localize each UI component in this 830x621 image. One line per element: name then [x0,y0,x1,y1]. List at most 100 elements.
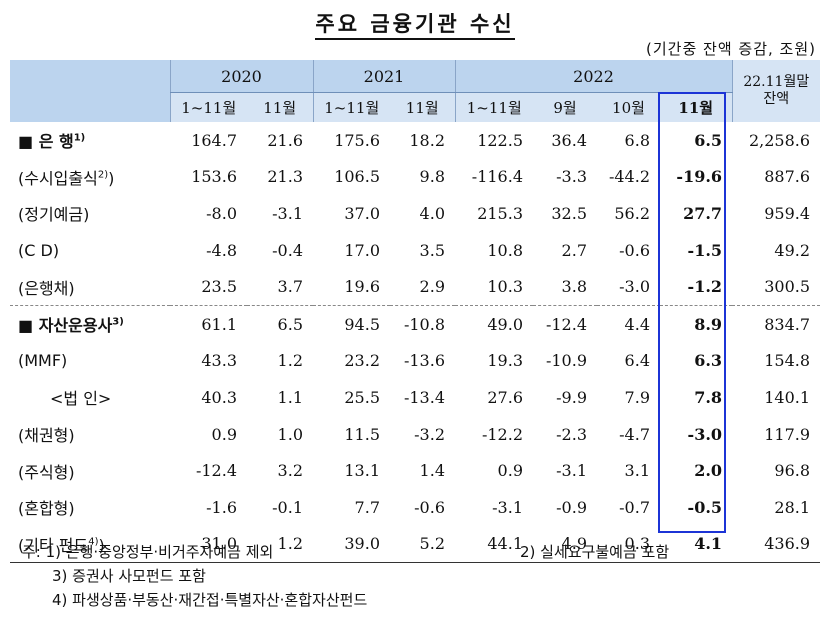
value-cell: -3.2 [414,424,445,444]
balance-cell: 959.4 [764,203,811,223]
value-cell: 1.2 [247,525,313,564]
value-cell: -4.7 [619,424,650,444]
row-label: (MMF) [18,351,68,371]
value-cell: 3.8 [561,277,587,297]
value-cell: 19.6 [344,277,380,297]
value-cell: -0.6 [619,240,650,260]
period-header: 1~11월 [312,92,390,122]
balance-cell: 300.5 [764,277,811,297]
value-cell: 61.1 [170,304,247,343]
balance-header-line2: 잔액 [763,91,790,107]
value-cell: 8.9 [660,304,733,343]
value-cell: -0.6 [414,497,445,517]
value-cell: -12.2 [481,424,523,444]
value-cell: 4.0 [419,203,445,223]
balance-cell: 154.8 [764,351,811,371]
value-cell: -3.3 [556,167,587,187]
value-cell: 1.4 [419,461,445,481]
value-cell: -0.1 [272,497,303,517]
period-header: 1~11월 [454,92,533,122]
value-cell: -0.9 [556,497,587,517]
value-cell: -19.6 [676,167,723,187]
value-cell: -12.4 [533,304,597,343]
value-cell: 36.4 [551,130,587,150]
value-cell: 31.0 [170,525,247,564]
value-cell: 10.8 [487,240,523,260]
value-cell: 39.0 [313,525,390,564]
year-2020-header: 2020 [169,60,313,93]
row-label: ■ 자산운용사3) [10,304,170,343]
value-cell: 215.3 [477,203,523,223]
value-cell: 7.9 [624,387,650,407]
value-cell: 44.1 [455,525,533,564]
value-cell: 11.5 [344,424,380,444]
balance-cell: 96.8 [774,461,811,481]
value-cell: 32.5 [551,203,587,223]
value-cell: 19.3 [487,351,523,371]
balance-header-line1: 22.11월말 [743,74,810,90]
footnote-prefix: 주: [22,543,41,561]
balance-cell: 2,258.6 [748,130,811,150]
table-row: (수시입출식2)) 153.6 21.3 106.5 9.8 -116.4 -3.3 -44.… [10,159,820,196]
balance-cell: 28.1 [774,497,811,517]
row-label: (정기예금) [18,205,90,225]
row-label: (은행채) [18,278,75,298]
value-cell: -1.6 [206,497,237,517]
value-cell: 0.9 [497,461,523,481]
table-title: 주요 금융기관 수신 [0,8,830,40]
value-cell: 6.4 [624,351,650,371]
row-label: (주식형) [18,462,75,482]
value-cell: -3.0 [619,277,650,297]
value-cell: 27.7 [683,203,723,223]
value-cell: -8.0 [206,203,237,223]
value-cell: -3.0 [687,424,723,444]
period-header: 1~11월 [169,92,247,122]
value-cell: 17.0 [344,240,380,260]
footnote-1: 1) 은행·중앙정부·비거주자예금 제외 [45,543,274,561]
table-row: (채권형) 0.9 1.0 11.5 -3.2 -12.2 -2.3 -4.7 -3.0 117.… [10,416,820,453]
table-row: (은행채) 23.5 3.7 19.6 2.9 10.3 3.8 -3.0 -1.2 300.5 [10,268,820,305]
value-cell: 3.2 [277,461,303,481]
value-cell: 2.7 [561,240,587,260]
value-cell: 4.1 [660,525,733,564]
period-header: 11월 [247,92,313,122]
value-cell: -44.2 [608,167,650,187]
value-cell: 23.5 [201,277,237,297]
value-cell: 1.0 [277,424,303,444]
value-cell: 2.0 [694,461,723,481]
table-row: (혼합형) -1.6 -0.1 7.7 -0.6 -3.1 -0.9 -0.7 -0.5 28.1 [10,489,820,526]
value-cell: 37.0 [344,203,380,223]
value-cell: 5.2 [390,525,455,564]
value-cell: -12.4 [195,461,237,481]
value-cell: 6.5 [247,304,313,343]
value-cell: 0.9 [211,424,237,444]
value-cell: 9.8 [419,167,445,187]
value-cell: 21.6 [267,130,303,150]
row-label: (수시입출식2)) [18,168,115,188]
value-cell: 18.2 [409,130,445,150]
value-cell: 4.4 [597,304,660,343]
value-cell: 27.6 [487,387,523,407]
period-header: 10월 [597,92,660,122]
footnote-3: 3) 증권사 사모펀드 포함 [52,567,206,585]
value-cell: 6.5 [694,130,723,150]
value-cell: 56.2 [614,203,650,223]
value-cell: -10.8 [390,304,455,343]
row-label: (기타 펀드4)) [10,525,170,564]
value-cell: 3.5 [419,240,445,260]
value-cell: -13.4 [403,387,445,407]
unit-label: (기간중 잔액 증감, 조원) [646,40,816,58]
table-row: ■ 은 행1) 164.7 21.6 175.6 18.2 122.5 36.4 6.8 6.5… [10,122,820,159]
value-cell: 4.9 [533,525,597,564]
row-label: <법 인> [50,389,112,409]
value-cell: 6.8 [624,130,650,150]
value-cell: 6.3 [694,351,723,371]
value-cell: 1.1 [277,387,303,407]
period-header: 9월 [533,92,597,122]
value-cell: 3.1 [624,461,650,481]
value-cell: -116.4 [471,167,523,187]
period-header-current: 11월 [660,92,733,122]
value-cell: 106.5 [334,167,380,187]
value-cell: 153.6 [191,167,237,187]
value-cell: 43.3 [201,351,237,371]
